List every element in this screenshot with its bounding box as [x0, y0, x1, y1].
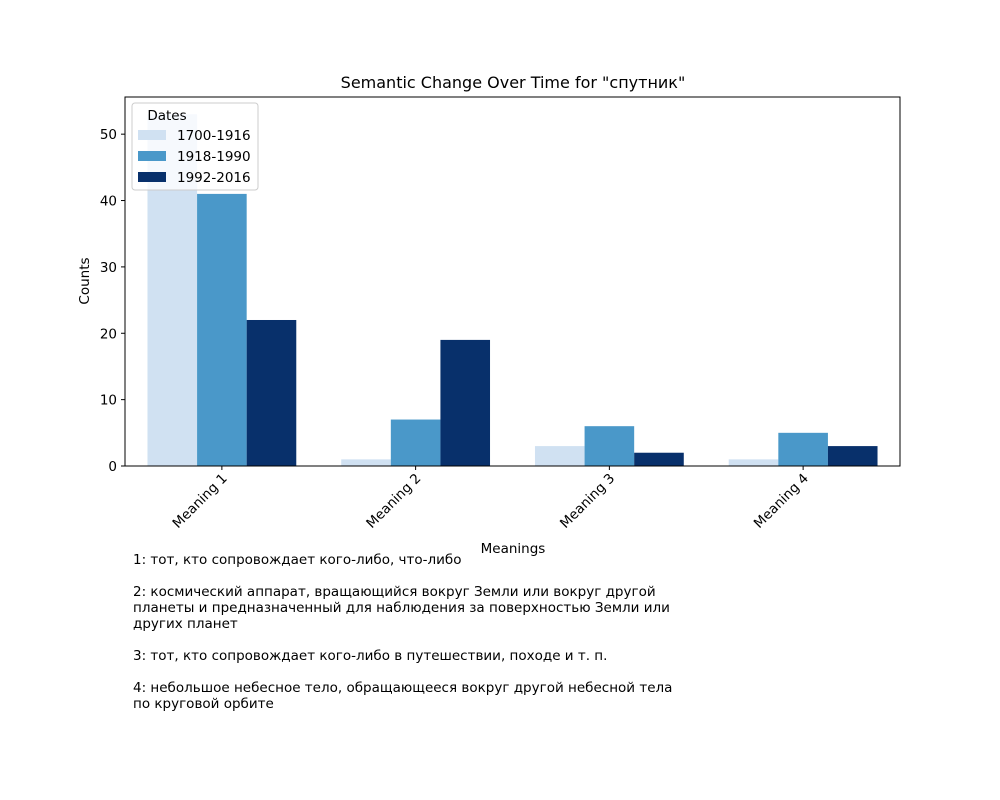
- legend-swatch: [138, 130, 166, 140]
- plot-frame: [124, 96, 901, 467]
- meaning-note-2: 2: космический аппарат, вращающийся вокр…: [133, 584, 670, 632]
- legend-title: Dates: [147, 108, 186, 124]
- meaning-note-4: 4: небольшое небесное тело, обращающееся…: [133, 680, 673, 712]
- y-axis-label: Counts: [77, 257, 93, 304]
- x-tick-label: Meaning 1: [170, 471, 231, 532]
- chart-title: Semantic Change Over Time for "спутник": [341, 73, 686, 92]
- bar-1700-1916-meaning-4: [728, 459, 779, 466]
- bar-1918-1990-meaning-2: [390, 419, 441, 466]
- y-tick-label: 30: [100, 260, 117, 276]
- legend-box: [131, 102, 259, 191]
- x-axis-label: Meanings: [481, 541, 546, 557]
- bar-1918-1990-meaning-1: [197, 193, 247, 466]
- bar-1992-2016-meaning-3: [634, 452, 684, 466]
- x-tick-label: Meaning 2: [363, 471, 424, 532]
- legend: Dates 1700-1916 1918-1990 1992-2016: [131, 102, 259, 191]
- y-tick-label: 40: [100, 194, 117, 210]
- bar-1992-2016-meaning-1: [246, 319, 297, 466]
- y-tick-label: 10: [100, 393, 117, 409]
- legend-entry-label: 1918-1990: [177, 149, 251, 165]
- meaning-notes: 1: тот, кто сопровождает кого-либо, что-…: [133, 552, 733, 728]
- x-tick-label: Meaning 4: [751, 471, 812, 532]
- meaning-note-3: 3: тот, кто сопровождает кого-либо в пут…: [133, 648, 608, 664]
- legend-swatch: [138, 151, 166, 161]
- y-tick-label: 20: [100, 326, 117, 342]
- legend-swatch: [138, 172, 166, 182]
- x-tick-label: Meaning 3: [557, 471, 618, 532]
- y-tick-label: 50: [100, 127, 117, 143]
- bar-1992-2016-meaning-4: [827, 446, 878, 466]
- legend-entry-label: 1700-1916: [177, 128, 251, 144]
- y-tick-label: 0: [108, 459, 117, 475]
- bar-1700-1916-meaning-3: [534, 446, 585, 466]
- bar-1992-2016-meaning-2: [440, 339, 491, 466]
- bar-1918-1990-meaning-4: [778, 432, 828, 466]
- legend-entry-label: 1992-2016: [177, 170, 251, 186]
- bar-1700-1916-meaning-2: [341, 459, 391, 466]
- meaning-note-1: 1: тот, кто сопровождает кого-либо, что-…: [133, 552, 462, 568]
- bars-group: [147, 114, 878, 466]
- bar-1918-1990-meaning-3: [584, 426, 635, 466]
